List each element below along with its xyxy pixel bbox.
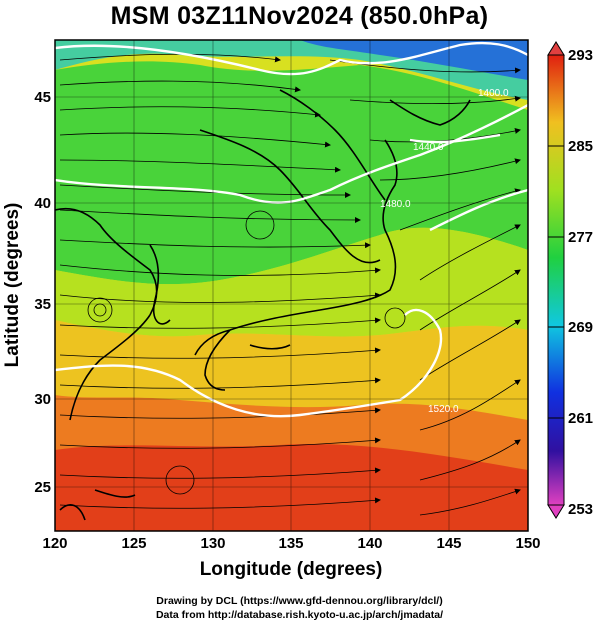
x-tick-label: 130 xyxy=(200,535,225,552)
x-tick-label: 145 xyxy=(436,535,461,552)
x-tick-label: 140 xyxy=(357,535,382,552)
x-axis-label: Longitude (degrees) xyxy=(200,559,383,580)
height-contours xyxy=(55,41,528,418)
colorbar-label: 253 xyxy=(568,501,593,518)
plot-frame xyxy=(54,39,529,532)
contour-label: 1400.0 xyxy=(478,88,509,99)
y-tick-label: 45 xyxy=(34,89,51,106)
temperature-field xyxy=(55,40,528,531)
x-axis: 120 125 130 135 140 145 150 Longitude (d… xyxy=(42,535,540,580)
colorbar-label: 277 xyxy=(568,229,593,246)
contour-label: 1520.0 xyxy=(428,404,459,415)
contour-labels: 1400.0 1440.0 1480.0 1520.0 xyxy=(380,88,509,415)
colorbar-label: 293 xyxy=(568,47,593,64)
streamlines xyxy=(59,53,521,516)
colorbar-label: 285 xyxy=(568,138,593,155)
x-tick-label: 150 xyxy=(515,535,540,552)
x-tick-label: 125 xyxy=(121,535,146,552)
x-tick-label: 120 xyxy=(42,535,67,552)
credits: Drawing by DCL (https://www.gfd-dennou.o… xyxy=(0,594,599,622)
y-tick-label: 40 xyxy=(34,195,51,212)
grid-lines xyxy=(55,40,528,531)
y-tick-label: 30 xyxy=(34,391,51,408)
contour-label: 1480.0 xyxy=(380,199,411,210)
x-tick-label: 135 xyxy=(278,535,303,552)
credit-data: Data from http://database.rish.kyoto-u.a… xyxy=(155,609,444,621)
y-axis: 25 30 35 40 45 Latitude (degrees) xyxy=(2,89,51,496)
colorbar-label: 261 xyxy=(568,410,593,427)
coastlines xyxy=(55,89,471,521)
y-tick-label: 25 xyxy=(34,479,51,496)
y-tick-label: 35 xyxy=(34,296,51,313)
credit-drawing: Drawing by DCL (https://www.gfd-dennou.o… xyxy=(156,595,443,607)
contour-label: 1440.0 xyxy=(413,142,444,153)
y-axis-label: Latitude (degrees) xyxy=(2,203,23,368)
colorbar-label: 269 xyxy=(568,319,593,336)
colorbar: 293 285 277 269 261 253 xyxy=(547,41,593,519)
map-title: MSM 03Z11Nov2024 (850.0hPa) xyxy=(110,2,489,30)
